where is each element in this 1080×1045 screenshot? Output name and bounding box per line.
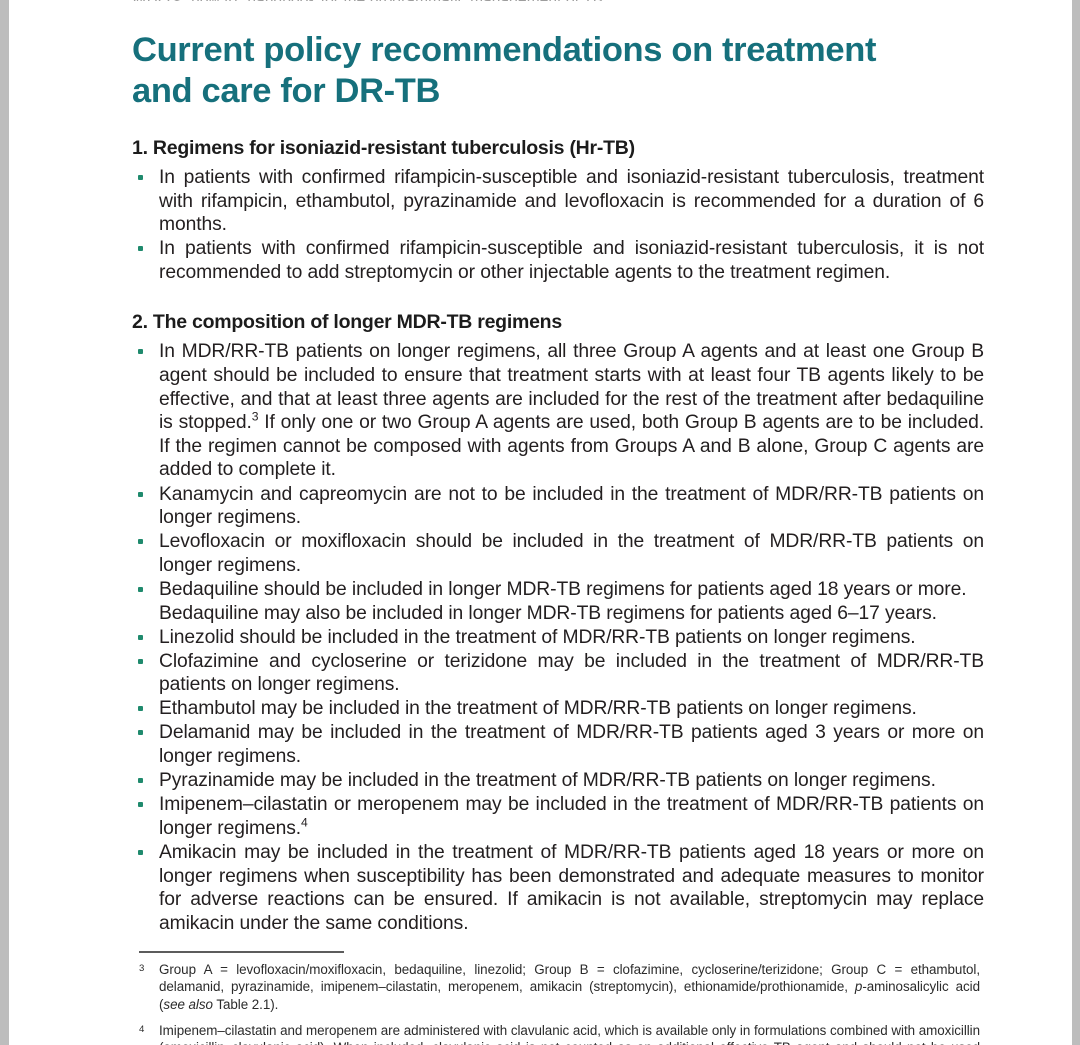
- footnote-ref-4[interactable]: 4: [301, 815, 308, 830]
- footnote-text: Imipenem–cilastatin and meropenem are ad…: [159, 1022, 980, 1045]
- footnote-4: 4 Imipenem–cilastatin and meropenem are a…: [132, 1022, 980, 1045]
- list-item-text: Imipenem–cilastatin or meropenem may be …: [159, 794, 984, 839]
- footnote-italic-see-also: see also: [163, 997, 213, 1012]
- footnote-separator-rule: [139, 951, 344, 953]
- list-item: Kanamycin and capreomycin are not to be …: [132, 483, 984, 530]
- list-item-text: In MDR/RR-TB patients on longer regimens…: [159, 341, 984, 434]
- page-content-column: WHO's "how to" handbook for the programm…: [132, 0, 984, 1045]
- footnote-text: Group A = levofloxacin/moxifloxacin, bed…: [159, 961, 980, 995]
- list-item: Pyrazinamide may be included in the trea…: [132, 769, 984, 793]
- list-item: Imipenem–cilastatin or meropenem may be …: [132, 793, 984, 840]
- footnote-ref-3[interactable]: 3: [251, 409, 259, 424]
- footnotes: 3 Group A = levofloxacin/moxifloxacin, be…: [132, 961, 980, 1045]
- section-heading-1: 1. Regimens for isoniazid-resistant tube…: [132, 137, 635, 159]
- section-heading-2: 2. The composition of longer MDR-TB regi…: [132, 311, 562, 334]
- footnote-marker: 4: [139, 1023, 145, 1035]
- list-item: Amikacin may be included in the treatmen…: [132, 841, 984, 935]
- list-item: In patients with confirmed rifampicin-su…: [132, 237, 984, 284]
- list-item: Ethambutol may be included in the treatm…: [132, 697, 984, 721]
- list-item: Linezolid should be included in the trea…: [132, 626, 984, 650]
- list-item: Levofloxacin or moxifloxacin should be i…: [132, 530, 984, 577]
- list-item: Bedaquiline should be included in longer…: [132, 578, 984, 625]
- footnote-text-end: Table 2.1).: [212, 997, 279, 1012]
- list-item: In patients with confirmed rifampicin-su…: [132, 166, 984, 237]
- list-item-text-cont: If only one or two Group A agents are us…: [159, 412, 985, 481]
- document-page: WHO's "how to" handbook for the programm…: [9, 0, 1072, 1045]
- page-title: Current policy recommendations on treatm…: [132, 31, 877, 110]
- footnote-marker: 3: [139, 962, 145, 974]
- list-item: Delamanid may be included in the treatme…: [132, 721, 984, 768]
- footnote-italic-p: p: [854, 979, 863, 995]
- section-1-bullet-list: In patients with confirmed rifampicin-su…: [132, 166, 984, 284]
- section-2-bullet-list: In MDR/RR-TB patients on longer regimens…: [132, 340, 984, 935]
- footnote-text-cont: -aminosalicylic acid (: [159, 979, 980, 1012]
- list-item: In MDR/RR-TB patients on longer regimens…: [132, 340, 984, 482]
- running-head: WHO's "how to" handbook for the programm…: [132, 0, 980, 1]
- footnote-3: 3 Group A = levofloxacin/moxifloxacin, be…: [132, 961, 980, 1014]
- list-item: Clofazimine and cycloserine or terizidon…: [132, 650, 984, 697]
